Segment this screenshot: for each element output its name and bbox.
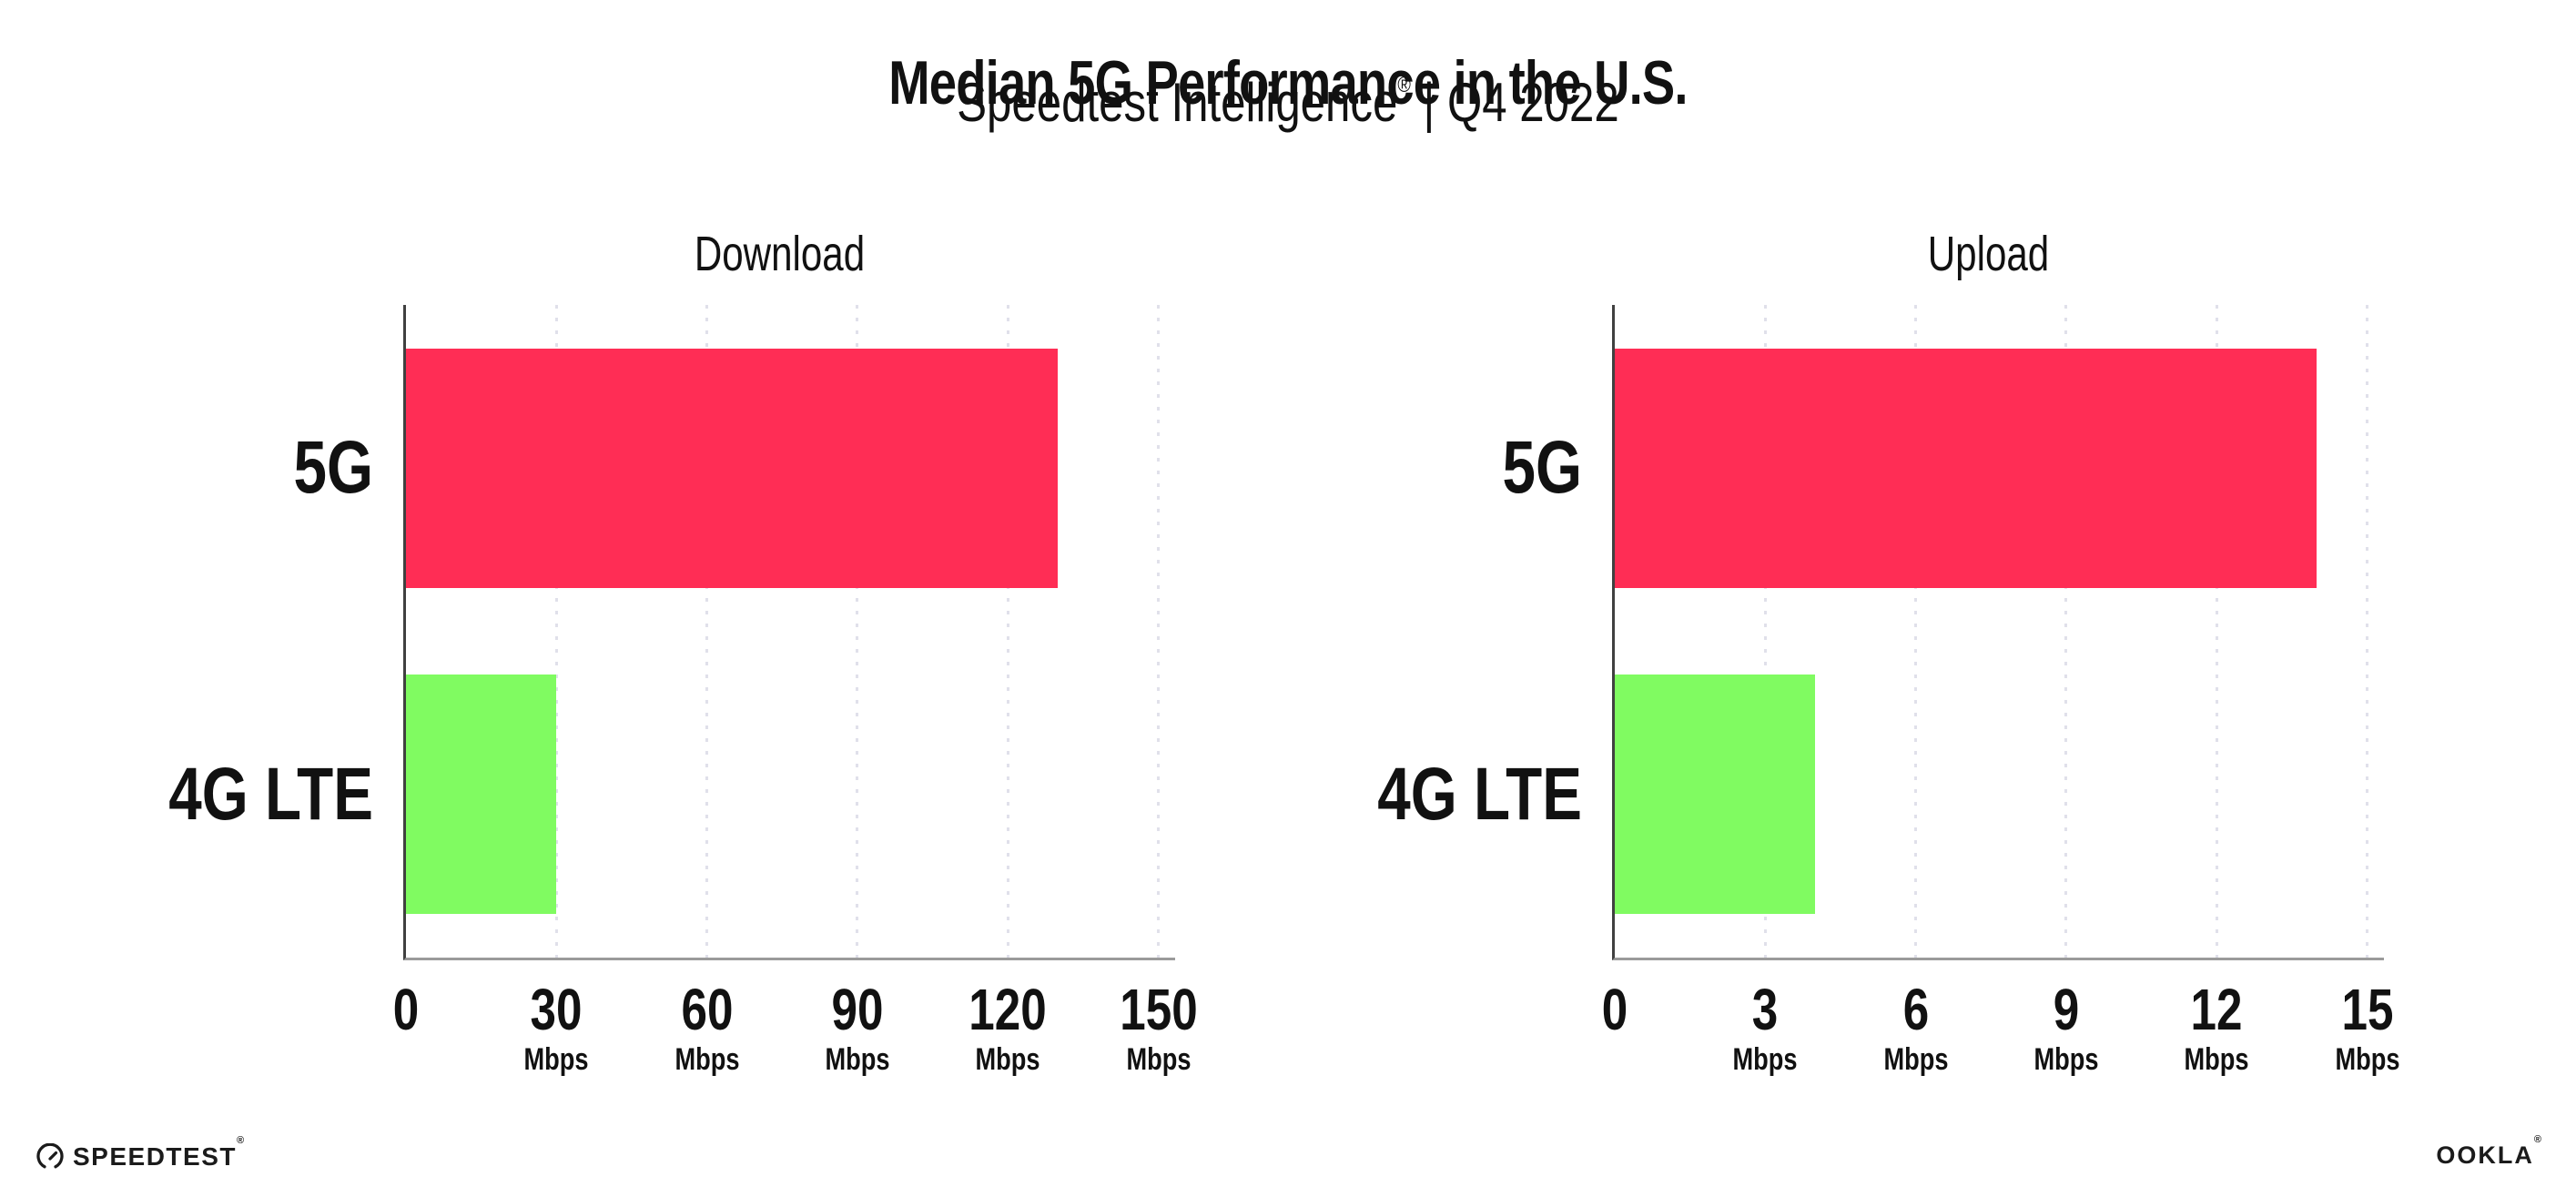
bar-5g [406, 348, 1059, 588]
registered-mark: ® [1397, 73, 1411, 97]
bar-5g [1615, 348, 2317, 588]
gridline-9 [2064, 305, 2068, 958]
category-label-5g: 5G [1502, 426, 1582, 510]
x-tick-unit: Mbps [523, 1042, 589, 1077]
bar-4g-lte [406, 675, 557, 915]
download-chart-title: Download [694, 227, 866, 281]
x-tick-150: 150 Mbps [1071, 980, 1246, 1077]
page-subtitle: Speedtest Intelligence® | Q4 2022 [232, 71, 2345, 134]
upload-plot-area: 0 3 Mbps 6 Mbps 9 Mbps 12 Mbps 15 Mbps 5G 4G LTE [1377, 305, 2399, 1077]
subtitle-quarter: | Q4 2022 [1410, 72, 1619, 133]
x-tick-unit: Mbps [2334, 1042, 2400, 1077]
upload-chart-title: Upload [1927, 227, 2050, 281]
ookla-registered-mark: ® [2533, 1134, 2543, 1145]
x-tick-30: 30 Mbps [469, 980, 644, 1077]
x-tick-12: 12 Mbps [2129, 980, 2304, 1077]
bar-4g-lte [1615, 675, 1816, 915]
upload-chart: Upload 0 3 Mbps 6 Mbps 9 Mbps 12 Mbps 15 Mbps 5G 4G … [1377, 0, 2399, 1197]
x-tick-9: 9 Mbps [1979, 980, 2154, 1077]
gridline-6 [1914, 305, 1918, 958]
x-tick-value: 60 [681, 977, 734, 1042]
x-tick-value: 120 [969, 977, 1047, 1042]
x-tick-0: 0 [1527, 980, 1702, 1039]
x-tick-value: 6 [1902, 977, 1929, 1042]
x-tick-unit: Mbps [1883, 1042, 1949, 1077]
x-tick-value: 3 [1752, 977, 1779, 1042]
speedtest-registered-mark: ® [236, 1135, 246, 1146]
x-tick-60: 60 Mbps [620, 980, 795, 1077]
ookla-wordmark-text: OOKLA [2436, 1141, 2534, 1169]
speedtest-wordmark: SPEEDTEST® [73, 1135, 246, 1172]
x-tick-unit: Mbps [2033, 1042, 2099, 1077]
x-tick-value: 9 [2053, 977, 2080, 1042]
ookla-logo: OOKLA® [2436, 1134, 2543, 1170]
speedtest-logo: SPEEDTEST® [36, 1135, 246, 1172]
gridline-150 [1157, 305, 1160, 958]
gridline-120 [1006, 305, 1009, 958]
x-tick-value: 30 [530, 977, 583, 1042]
x-tick-0: 0 [319, 980, 493, 1039]
x-tick-value: 15 [2341, 977, 2393, 1042]
x-tick-value: 150 [1119, 977, 1198, 1042]
subtitle-brand: Speedtest Intelligence [957, 72, 1398, 133]
x-tick-value: 0 [392, 977, 420, 1042]
x-tick-unit: Mbps [825, 1042, 890, 1077]
category-label-5g: 5G [293, 426, 373, 510]
gridline-60 [705, 305, 709, 958]
gridline-30 [554, 305, 558, 958]
gridline-12 [2215, 305, 2218, 958]
category-label-4g-lte: 4G LTE [168, 752, 373, 836]
x-tick-unit: Mbps [1732, 1042, 1798, 1077]
x-tick-unit: Mbps [975, 1042, 1040, 1077]
speedtest-wordmark-text: SPEEDTEST [73, 1142, 237, 1171]
gridline-3 [1763, 305, 1767, 958]
x-tick-unit: Mbps [674, 1042, 740, 1077]
speedtest-gauge-icon [36, 1143, 64, 1169]
x-tick-6: 6 Mbps [1829, 980, 2003, 1077]
x-tick-15: 15 Mbps [2280, 980, 2455, 1077]
download-plot-area: 0 30 Mbps 60 Mbps 90 Mbps 120 Mbps 150 Mbps 5G 4G LT… [168, 305, 1197, 1077]
x-tick-value: 0 [1601, 977, 1628, 1042]
download-chart: Download 0 30 Mbps 60 Mbps 90 Mbps 120 Mbps 150 Mb… [168, 0, 1197, 1197]
x-tick-value: 12 [2190, 977, 2243, 1042]
page-title: Median 5G Performance in the U.S. [888, 47, 1688, 117]
x-tick-120: 120 Mbps [920, 980, 1095, 1077]
x-tick-unit: Mbps [2184, 1042, 2249, 1077]
x-tick-3: 3 Mbps [1678, 980, 1852, 1077]
gridline-15 [2366, 305, 2368, 958]
x-tick-unit: Mbps [1125, 1042, 1192, 1077]
x-tick-90: 90 Mbps [770, 980, 945, 1077]
x-tick-value: 90 [831, 977, 884, 1042]
gridline-90 [856, 305, 859, 958]
category-label-4g-lte: 4G LTE [1377, 752, 1582, 836]
